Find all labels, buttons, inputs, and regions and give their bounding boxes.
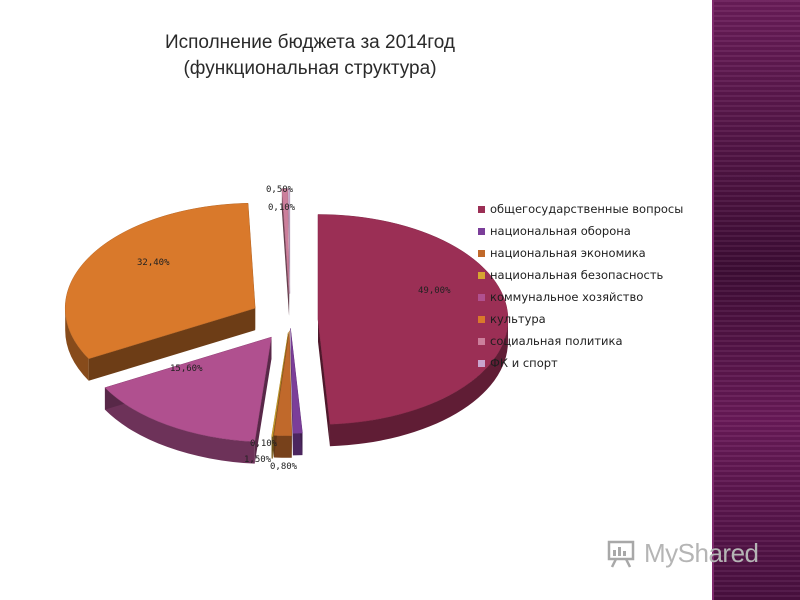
legend-swatch: [478, 293, 485, 301]
pie-slice-wall: [329, 319, 508, 447]
legend-label: национальная экономика: [490, 246, 646, 260]
legend-item: социальная политика: [478, 330, 708, 352]
legend-label: коммунальное хозяйство: [490, 290, 644, 304]
pie-slice: [104, 336, 272, 442]
pie-slice: [271, 331, 289, 437]
pie-data-label: 0,10%: [250, 439, 278, 449]
pie-slice-cut-face: [317, 319, 330, 447]
legend-item: национальная оборона: [478, 220, 708, 242]
pie-slice: [288, 188, 291, 294]
legend-item: ФК и спорт: [478, 352, 708, 374]
pie-slice-wall: [65, 308, 89, 381]
legend-swatch: [478, 205, 485, 213]
pie-slice: [64, 202, 256, 360]
pie-slice: [290, 328, 303, 434]
chart-title: Исполнение бюджета за 2014год (функциона…: [120, 30, 500, 82]
pie-data-label: 32,40%: [137, 258, 170, 268]
legend-item: национальная экономика: [478, 242, 708, 264]
legend-label: ФК и спорт: [490, 356, 558, 370]
legend-swatch: [478, 315, 485, 323]
pie-slice: [273, 330, 293, 437]
pie-slice-cut-face: [254, 337, 272, 464]
watermark-text: MyShared: [644, 538, 759, 568]
pie-slice: [317, 214, 509, 425]
legend-swatch: [478, 271, 485, 279]
legend-item: коммунальное хозяйство: [478, 286, 708, 308]
chart-title-line-1: Исполнение бюджета за 2014год: [164, 32, 456, 53]
legend-item: культура: [478, 308, 708, 330]
pie-slice-wall: [292, 433, 303, 456]
legend-swatch: [478, 249, 485, 257]
decorative-side-stripe: [712, 0, 800, 600]
pie-data-label: 1,50%: [244, 455, 272, 465]
chart-title-line-2: (функциональная структура): [183, 58, 437, 79]
pie-slice-cut-face: [281, 188, 290, 316]
legend-label: национальная оборона: [490, 224, 631, 238]
legend-swatch: [478, 359, 485, 367]
presentation-board-icon: [607, 540, 635, 568]
pie-data-label: 0,50%: [266, 185, 294, 195]
pie-data-label: 0,10%: [268, 203, 296, 213]
legend-item: национальная безопасность: [478, 264, 708, 286]
legend-item: общегосударственные вопросы: [478, 198, 708, 220]
pie-data-label: 49,00%: [418, 286, 451, 296]
pie-tops: [64, 188, 509, 442]
legend-label: общегосударственные вопросы: [490, 202, 684, 216]
legend-swatch: [478, 337, 485, 345]
pie-data-label: 0,80%: [270, 462, 298, 472]
pie-data-label: 15,60%: [170, 364, 203, 374]
pie-slice-wall: [273, 435, 292, 458]
legend-label: социальная политика: [490, 334, 623, 348]
legend-swatch: [478, 227, 485, 235]
legend-label: культура: [490, 312, 546, 326]
watermark: MyShared: [606, 536, 776, 572]
chart-legend: общегосударственные вопросы национальная …: [478, 198, 708, 374]
legend-label: национальная безопасность: [490, 268, 664, 282]
pie-slice: [281, 188, 290, 294]
pie-slice-cut-face: [88, 308, 256, 381]
pie-slice-wall: [104, 387, 255, 464]
